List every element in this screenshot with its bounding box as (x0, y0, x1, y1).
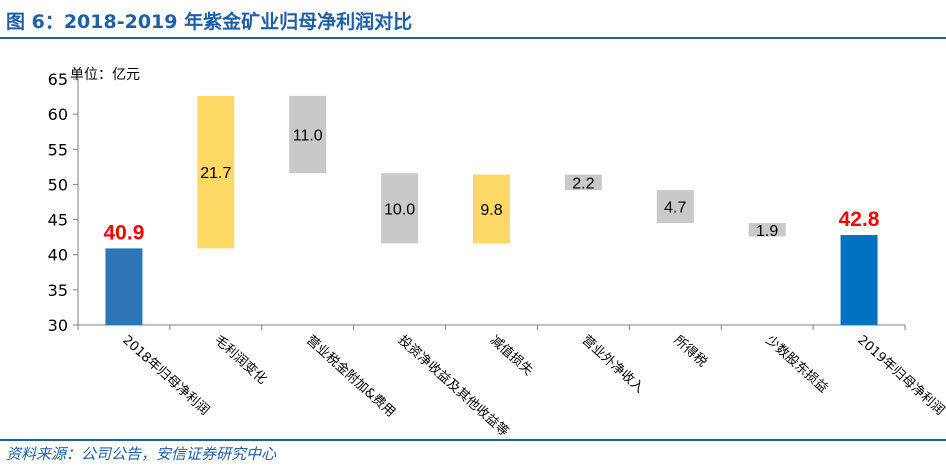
x-category-label: 所得税 (671, 332, 711, 370)
footer-divider (0, 439, 946, 441)
bar (473, 174, 510, 244)
x-category-label: 毛利润变化 (211, 332, 270, 387)
waterfall-chart: 单位：亿元 30 35 40 45 50 55 60 65 40.9 21.7 11.0 10.0 9.8… (48, 67, 946, 437)
data-label: 1.9 (756, 223, 778, 240)
source-note: 资料来源：公司公告，安信证券研究中心 (6, 445, 277, 463)
x-category-label: 2018年归母净利润 (119, 333, 212, 418)
data-label: 42.8 (839, 208, 880, 231)
bar (289, 95, 327, 174)
y-tick-label: 30 (48, 316, 68, 335)
y-tick-label: 60 (48, 105, 68, 124)
chart-title: 图 6：2018-2019 年紫金矿业归母净利润对比 (6, 11, 413, 33)
bar (381, 173, 419, 244)
y-tick-label: 55 (48, 140, 68, 159)
bar (564, 174, 602, 191)
title-divider (0, 37, 946, 39)
x-category-label: 营业外净收入 (579, 333, 647, 396)
bar (840, 235, 878, 325)
unit-label: 单位：亿元 (70, 67, 140, 83)
bar (197, 95, 235, 249)
y-tick-label: 50 (48, 175, 68, 194)
y-tick-label: 65 (48, 70, 68, 89)
x-category-label: 少数股东损益 (762, 333, 830, 396)
data-label: 21.7 (200, 165, 231, 182)
bar (105, 248, 143, 325)
data-label: 9.8 (480, 202, 502, 219)
bar (748, 223, 786, 237)
title-bar: 图 6：2018-2019 年紫金矿业归母净利润对比 (0, 0, 946, 39)
data-label: 10.0 (384, 201, 415, 218)
bar (656, 190, 694, 224)
data-label: 11.0 (293, 128, 323, 145)
x-category-label: 2019年归母净利润 (854, 333, 946, 418)
data-label: 2.2 (572, 175, 594, 192)
data-label: 40.9 (104, 221, 145, 244)
x-category-label: 减值损失 (487, 332, 536, 379)
y-tick-label: 45 (48, 211, 68, 230)
x-category-label: 营业税金附加&费用 (303, 332, 399, 420)
data-label: 4.7 (664, 200, 686, 217)
y-tick-label: 40 (48, 246, 68, 265)
y-tick-label: 35 (48, 281, 68, 300)
